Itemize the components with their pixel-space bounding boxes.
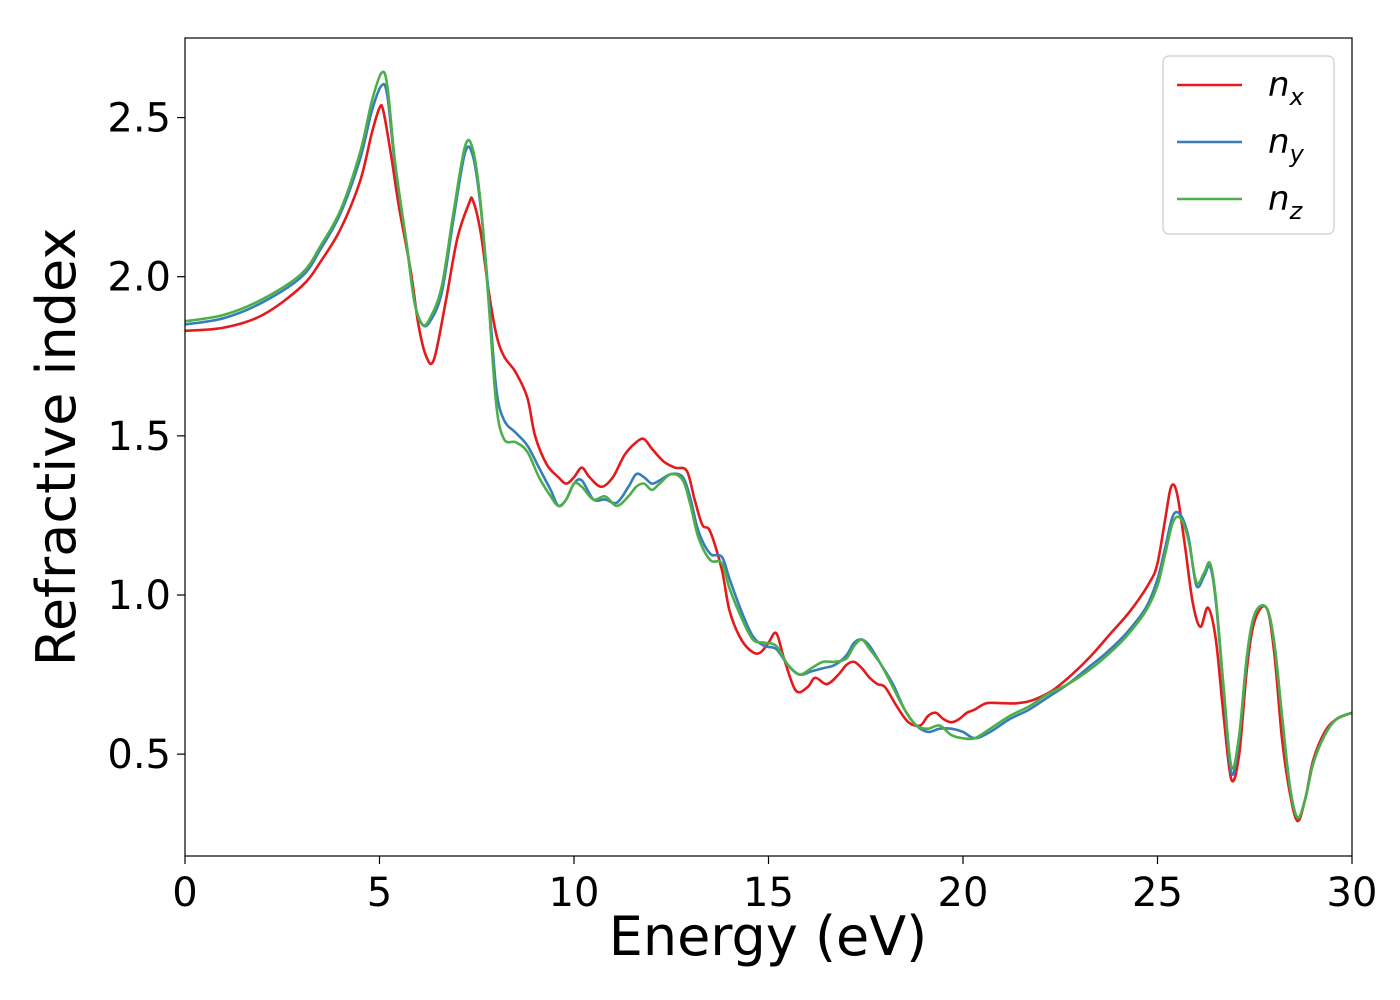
x-tick-label: 0 <box>172 870 197 916</box>
y-axis: 0.5 1.0 1.5 2.0 2.5 <box>107 96 185 778</box>
y-tick-label: 2.5 <box>107 96 171 142</box>
legend-label-ny: ny <box>1268 122 1305 168</box>
legend-label-nz: nz <box>1268 179 1304 225</box>
y-tick-label: 1.5 <box>107 414 171 460</box>
legend-label-subscript: z <box>1289 197 1304 225</box>
series-line-nx <box>185 103 1352 823</box>
x-tick-label: 15 <box>743 870 794 916</box>
y-tick-label: 1.0 <box>107 573 171 619</box>
x-tick-label: 25 <box>1132 870 1183 916</box>
x-tick-label: 10 <box>549 870 600 916</box>
x-tick-label: 20 <box>938 870 989 916</box>
legend-label-subscript: y <box>1289 140 1305 168</box>
series-line-nz <box>185 70 1352 820</box>
series-layer <box>185 70 1352 823</box>
y-tick-label: 0.5 <box>107 732 171 778</box>
legend-label-main: n <box>1268 65 1290 105</box>
x-axis-label: Energy (eV) <box>609 905 928 968</box>
y-tick-label: 2.0 <box>107 255 171 301</box>
x-tick-label: 5 <box>367 870 392 916</box>
y-axis-label: Refractive index <box>25 228 88 667</box>
x-tick-label: 30 <box>1327 870 1378 916</box>
legend-label-nx: nx <box>1268 65 1305 111</box>
x-axis: 0 5 10 15 20 25 30 <box>172 856 1377 916</box>
legend-label-main: n <box>1268 122 1290 162</box>
legend-box <box>1162 55 1335 235</box>
legend-label-main: n <box>1268 179 1290 219</box>
legend-label-subscript: x <box>1289 83 1305 111</box>
